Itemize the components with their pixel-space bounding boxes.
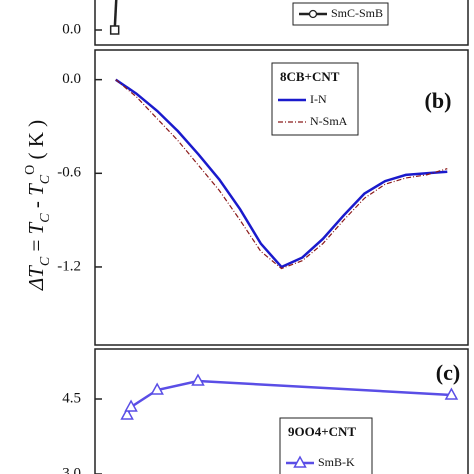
legend-label: SmB-K: [318, 455, 355, 469]
data-line: [115, 79, 448, 270]
panel-frame: [94, 49, 469, 346]
legend-label: N-SmA: [310, 114, 348, 128]
y-axis-label-part: ΔT: [24, 265, 48, 291]
y-tick-label: 0.0: [62, 71, 81, 87]
y-axis-label-part: T: [24, 183, 48, 196]
panel-label: (c): [436, 360, 460, 385]
legend-label: I-N: [310, 92, 327, 106]
y-axis-label-part: =: [24, 234, 48, 256]
y-tick-label: -0.6: [57, 165, 81, 181]
y-axis-label: ΔTC = TC - TCO ( K ): [23, 120, 53, 291]
y-axis-label-part: C: [38, 256, 53, 266]
data-point: [109, 25, 120, 35]
legend-label: SmC-SmB: [331, 6, 383, 20]
legend-marker: [308, 9, 318, 19]
data-line: [125, 379, 452, 416]
data-point: [444, 387, 459, 400]
data-line: [115, 78, 448, 269]
data-line: [113, 0, 118, 31]
data-point: [150, 382, 164, 395]
y-axis-label-part: O: [23, 165, 38, 175]
panel-frame: [94, 348, 469, 474]
legend-marker: [293, 455, 307, 468]
data-point: [120, 407, 134, 420]
y-axis-label-part: ( K ): [24, 120, 48, 165]
panel-frame: [94, 0, 469, 46]
data-point: [191, 373, 205, 386]
y-axis-label-part: C: [38, 174, 53, 184]
legend-title: 8CB+CNT: [280, 69, 340, 84]
y-axis-label-part: -: [24, 196, 48, 214]
data-point: [124, 399, 138, 412]
y-axis-label-part: T: [24, 221, 48, 234]
y-axis-label-part: C: [38, 213, 53, 223]
legend-box: [292, 2, 389, 26]
panel-label: (b): [425, 88, 452, 113]
y-tick-label: 0.0: [62, 21, 81, 37]
legend-title: 9OO4+CNT: [288, 424, 356, 439]
y-tick-label: 3.0: [62, 465, 81, 474]
y-tick-label: -1.2: [57, 258, 81, 274]
y-tick-label: 4.5: [62, 390, 81, 406]
